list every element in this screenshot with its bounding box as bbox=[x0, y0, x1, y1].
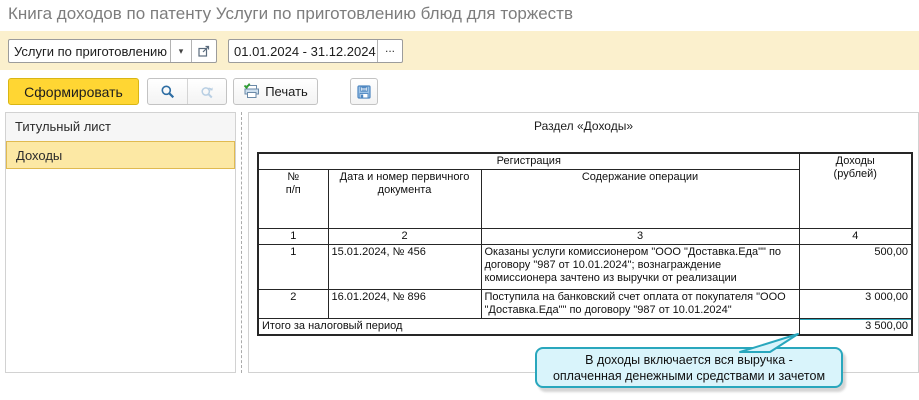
patent-field-group: Услуги по приготовлению ▾ bbox=[8, 39, 217, 63]
generate-button[interactable]: Сформировать bbox=[8, 78, 139, 105]
column-header-doc: Дата и номер первичного документа bbox=[327, 169, 482, 229]
open-form-icon-glyph bbox=[198, 45, 210, 57]
save-button[interactable] bbox=[350, 78, 378, 105]
patent-input[interactable]: Услуги по приготовлению bbox=[14, 44, 168, 59]
page-title: Книга доходов по патенту Услуги по приго… bbox=[8, 4, 574, 23]
filter-band: Услуги по приготовлению ▾ 01.01.2024 - 3… bbox=[0, 31, 919, 70]
annotation-callout: В доходы включается вся выручка - оплаче… bbox=[535, 347, 843, 388]
chevron-down-icon[interactable]: ▾ bbox=[170, 40, 191, 62]
column-number: 2 bbox=[327, 228, 482, 245]
printer-check-icon bbox=[244, 83, 260, 98]
callout-tail-pointer bbox=[739, 333, 799, 353]
sidebar-item-title-page[interactable]: Титульный лист bbox=[6, 113, 235, 141]
row-amount-cell: 3 000,00 bbox=[798, 289, 913, 319]
find-next-icon bbox=[201, 86, 213, 98]
row-doc-cell: 15.01.2024, № 456 bbox=[327, 244, 482, 290]
total-amount-cell: 3 500,00 bbox=[798, 318, 913, 336]
row-operation-cell: Оказаны услуги комиссионером "ООО "Доста… bbox=[480, 244, 800, 290]
section-title: Раздел «Доходы» bbox=[533, 119, 634, 133]
column-number: 4 bbox=[798, 228, 913, 245]
column-header-operation: Содержание операции bbox=[480, 169, 800, 229]
total-row: Итого за налоговый период 3 500,00 bbox=[257, 318, 913, 336]
period-input[interactable]: 01.01.2024 - 31.12.2024 bbox=[234, 44, 376, 59]
total-label-cell: Итого за налоговый период bbox=[257, 318, 800, 336]
search-button[interactable] bbox=[148, 79, 187, 104]
report-panel: Раздел «Доходы» Регистрация Доходы (рубл… bbox=[248, 112, 919, 373]
sections-sidebar: Титульный лист Доходы bbox=[5, 112, 236, 373]
save-floppy-icon bbox=[357, 84, 371, 99]
table-row: 1 15.01.2024, № 456 Оказаны услуги комис… bbox=[257, 244, 913, 290]
print-button[interactable]: Печать bbox=[233, 78, 318, 105]
row-operation-cell: Поступила на банковский счет оплата от п… bbox=[480, 289, 800, 319]
panel-splitter[interactable] bbox=[241, 112, 242, 373]
row-num-cell: 2 bbox=[257, 289, 329, 319]
column-number: 1 bbox=[257, 228, 329, 245]
column-header-num: № п/п bbox=[257, 169, 329, 229]
sidebar-item-incomes[interactable]: Доходы bbox=[6, 141, 235, 169]
column-number: 3 bbox=[480, 228, 800, 245]
print-button-label: Печать bbox=[265, 84, 308, 99]
income-report-table: Регистрация Доходы (рублей) № п/п Дата и… bbox=[257, 152, 913, 336]
group-header-registration: Регистрация bbox=[257, 152, 800, 170]
search-icon bbox=[161, 85, 174, 98]
search-button-group bbox=[147, 78, 227, 105]
period-browse-button[interactable]: ... bbox=[377, 40, 402, 62]
row-num-cell: 1 bbox=[257, 244, 329, 290]
open-form-icon[interactable] bbox=[191, 40, 216, 62]
table-row: 2 16.01.2024, № 896 Поступила на банковс… bbox=[257, 289, 913, 319]
column-header-income: Доходы (рублей) bbox=[798, 152, 913, 229]
find-next-button[interactable] bbox=[187, 79, 226, 104]
period-field-group: 01.01.2024 - 31.12.2024 ... bbox=[228, 39, 403, 63]
row-doc-cell: 16.01.2024, № 896 bbox=[327, 289, 482, 319]
row-amount-cell: 500,00 bbox=[798, 244, 913, 290]
